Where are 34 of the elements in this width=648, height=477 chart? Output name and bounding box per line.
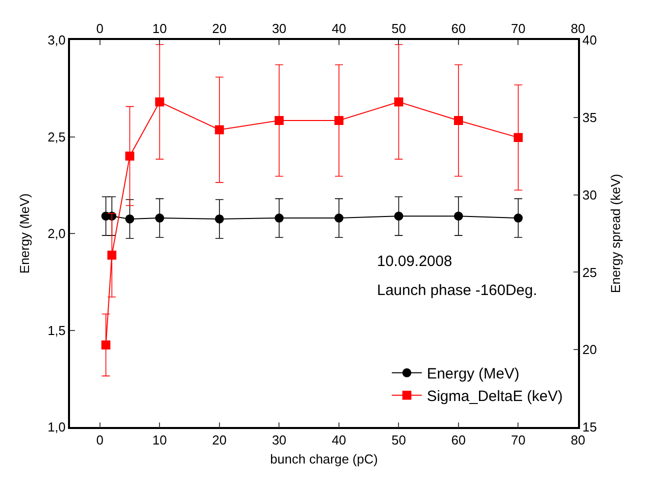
x-tick-label: 70 [511,21,526,36]
y2-tick-label: 15 [582,420,597,435]
annotation: Launch phase -160Deg. [377,282,538,299]
x-tick-label: 40 [332,21,346,36]
x-tick-label: 20 [212,21,227,36]
x2-tick-label: 70 [511,432,526,448]
x2-tick-label: 10 [152,432,167,448]
x2-tick-label: 50 [391,432,406,448]
x2-tick-label: 20 [212,432,227,448]
y2-tick-label: 25 [582,264,597,280]
x-tick-label: 0 [96,21,104,36]
legend-label: Energy (MeV) [426,366,520,383]
x2-tick-label: 60 [451,432,466,448]
y-tick-label: 2,0 [48,226,66,242]
y-tick-label: 1,0 [48,420,66,435]
annotation: 10.09.2008 [377,253,452,270]
y2-tick-label: 20 [582,342,597,358]
y2-tick-label: 30 [582,187,597,202]
x2-tick-label: 80 [570,432,586,448]
y-tick-label: 2,5 [48,129,66,144]
legend-label: Sigma_DeltaE (keV) [426,388,563,406]
x2-tick-label: 0 [96,432,104,448]
y-tick-label: 3,0 [48,32,66,48]
x-tick-label: 60 [451,21,466,36]
x2-tick-label: 30 [272,432,286,448]
x2-tick-label: 40 [332,432,346,448]
y2-axis-title: Energy spread (keV) [608,174,623,294]
y2-tick-label: 35 [582,110,597,125]
x-tick-label: 50 [391,21,406,36]
x-axis-title: bunch charge (pC) [270,451,378,466]
x-tick-label: 10 [152,21,167,36]
y-axis-title: Energy (MeV) [17,193,32,274]
x-tick-label: 30 [272,21,286,36]
y-tick-label: 1,5 [48,322,66,338]
